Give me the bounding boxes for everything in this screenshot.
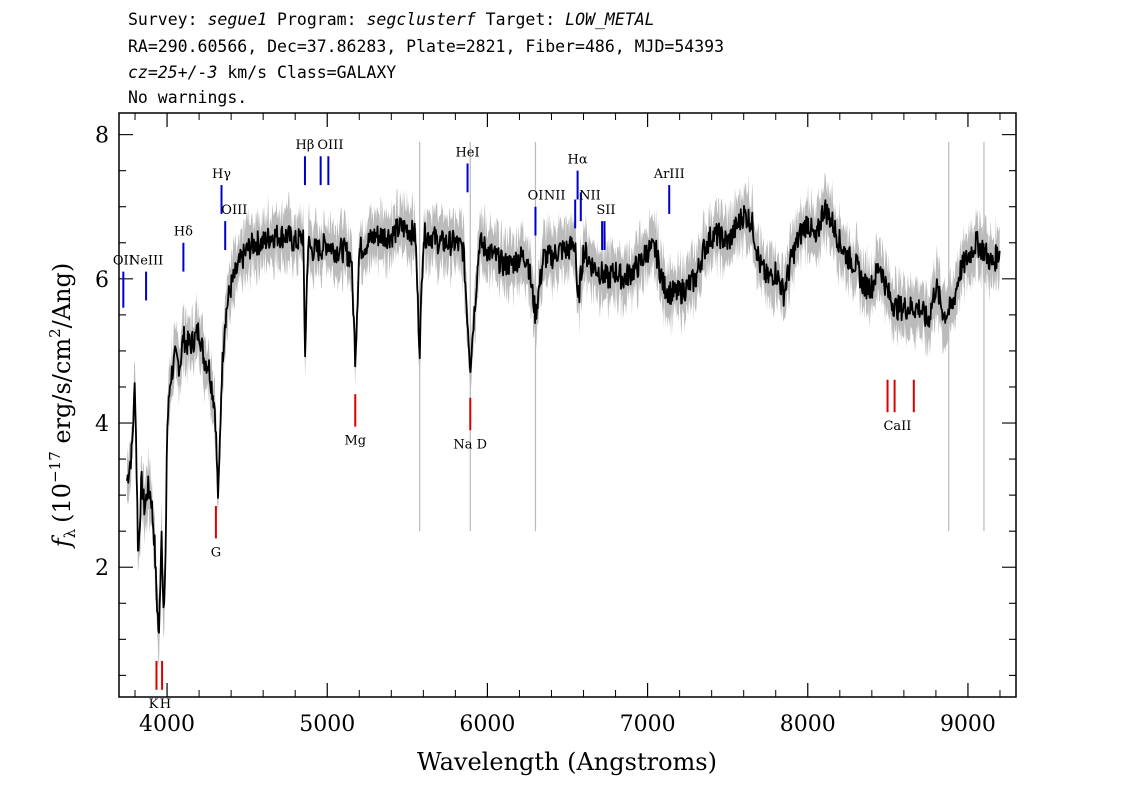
emission-line-label: Hγ bbox=[212, 167, 231, 182]
y-axis-mid: erg/s/cm bbox=[48, 338, 76, 452]
header-line-2: RA=290.60566, Dec=37.86283, Plate=2821, … bbox=[128, 37, 725, 56]
absorption-line-label: Mg bbox=[344, 434, 366, 449]
absorption-line-label: K bbox=[149, 697, 159, 712]
absorption-line-label: Na D bbox=[453, 437, 487, 452]
y-tick-label: 8 bbox=[95, 124, 109, 149]
program-value: segclusterf bbox=[366, 10, 476, 29]
emission-line-label: OI bbox=[528, 189, 544, 204]
absorption-line-label: G bbox=[211, 545, 221, 560]
axis-ticks bbox=[119, 113, 1016, 697]
x-axis-title: Wavelength (Angstroms) bbox=[417, 748, 717, 776]
absorption-line-label: CaII bbox=[883, 419, 911, 434]
emission-line-label: NeIII bbox=[129, 253, 163, 268]
x-tick-label: 4000 bbox=[139, 712, 195, 737]
program-label: Program: bbox=[277, 10, 357, 29]
y-axis-exp: −17 bbox=[46, 451, 64, 483]
header-line-4: No warnings. bbox=[128, 88, 248, 107]
emission-line-label: ArIII bbox=[653, 167, 685, 182]
x-tick-label: 9000 bbox=[940, 712, 996, 737]
y-axis-sq: 2 bbox=[46, 328, 64, 338]
spectrum-series bbox=[126, 199, 1001, 634]
survey-label: Survey: bbox=[128, 10, 198, 29]
emission-line-label: HeI bbox=[455, 145, 479, 160]
spectrum-line bbox=[126, 199, 1001, 634]
plot-frame bbox=[118, 112, 1017, 698]
emission-line-label: Hδ bbox=[174, 225, 193, 240]
tick-labels: 4000 5000 6000 7000 8000 9000 2 4 6 8 bbox=[95, 124, 996, 737]
emission-line-label: OII bbox=[113, 253, 134, 268]
x-tick-label: 5000 bbox=[299, 712, 355, 737]
header-line-3: cz=25+/-3 km/s Class=GALAXY bbox=[128, 63, 396, 82]
target-value: LOW_METAL bbox=[565, 10, 655, 29]
x-tick-label: 6000 bbox=[459, 712, 515, 737]
x-tick-label: 8000 bbox=[780, 712, 836, 737]
y-tick-label: 4 bbox=[95, 412, 109, 437]
emission-line-label: SII bbox=[596, 203, 615, 218]
emission-line-label: Hα bbox=[568, 152, 588, 167]
error-band bbox=[127, 141, 1000, 666]
error-band-fill bbox=[127, 172, 1000, 666]
header-line-1: Survey: segue1 Program: segclusterf Targ… bbox=[128, 10, 655, 29]
redshift-value: cz=25+/-3 bbox=[128, 63, 218, 82]
emission-line-label: NII bbox=[579, 189, 601, 204]
survey-value: segue1 bbox=[207, 10, 268, 29]
emission-line-label: Hβ bbox=[296, 138, 315, 153]
y-axis-open: (10 bbox=[48, 483, 76, 523]
x-tick-label: 7000 bbox=[620, 712, 676, 737]
emission-line-label: OIII bbox=[221, 203, 247, 218]
emission-line-label: NII bbox=[544, 189, 566, 204]
class-info: km/s Class=GALAXY bbox=[227, 63, 397, 82]
y-axis-close: /Ang) bbox=[48, 263, 76, 329]
y-tick-label: 6 bbox=[95, 268, 109, 293]
absorption-line-label: H bbox=[160, 697, 171, 712]
y-tick-label: 2 bbox=[95, 556, 109, 581]
y-axis-lambda: λ bbox=[61, 528, 79, 538]
target-label: Target: bbox=[485, 10, 556, 29]
y-axis-title: fλ(10−17 erg/s/cm2/Ang) bbox=[46, 263, 79, 549]
emission-line-label: OIII bbox=[317, 138, 343, 153]
